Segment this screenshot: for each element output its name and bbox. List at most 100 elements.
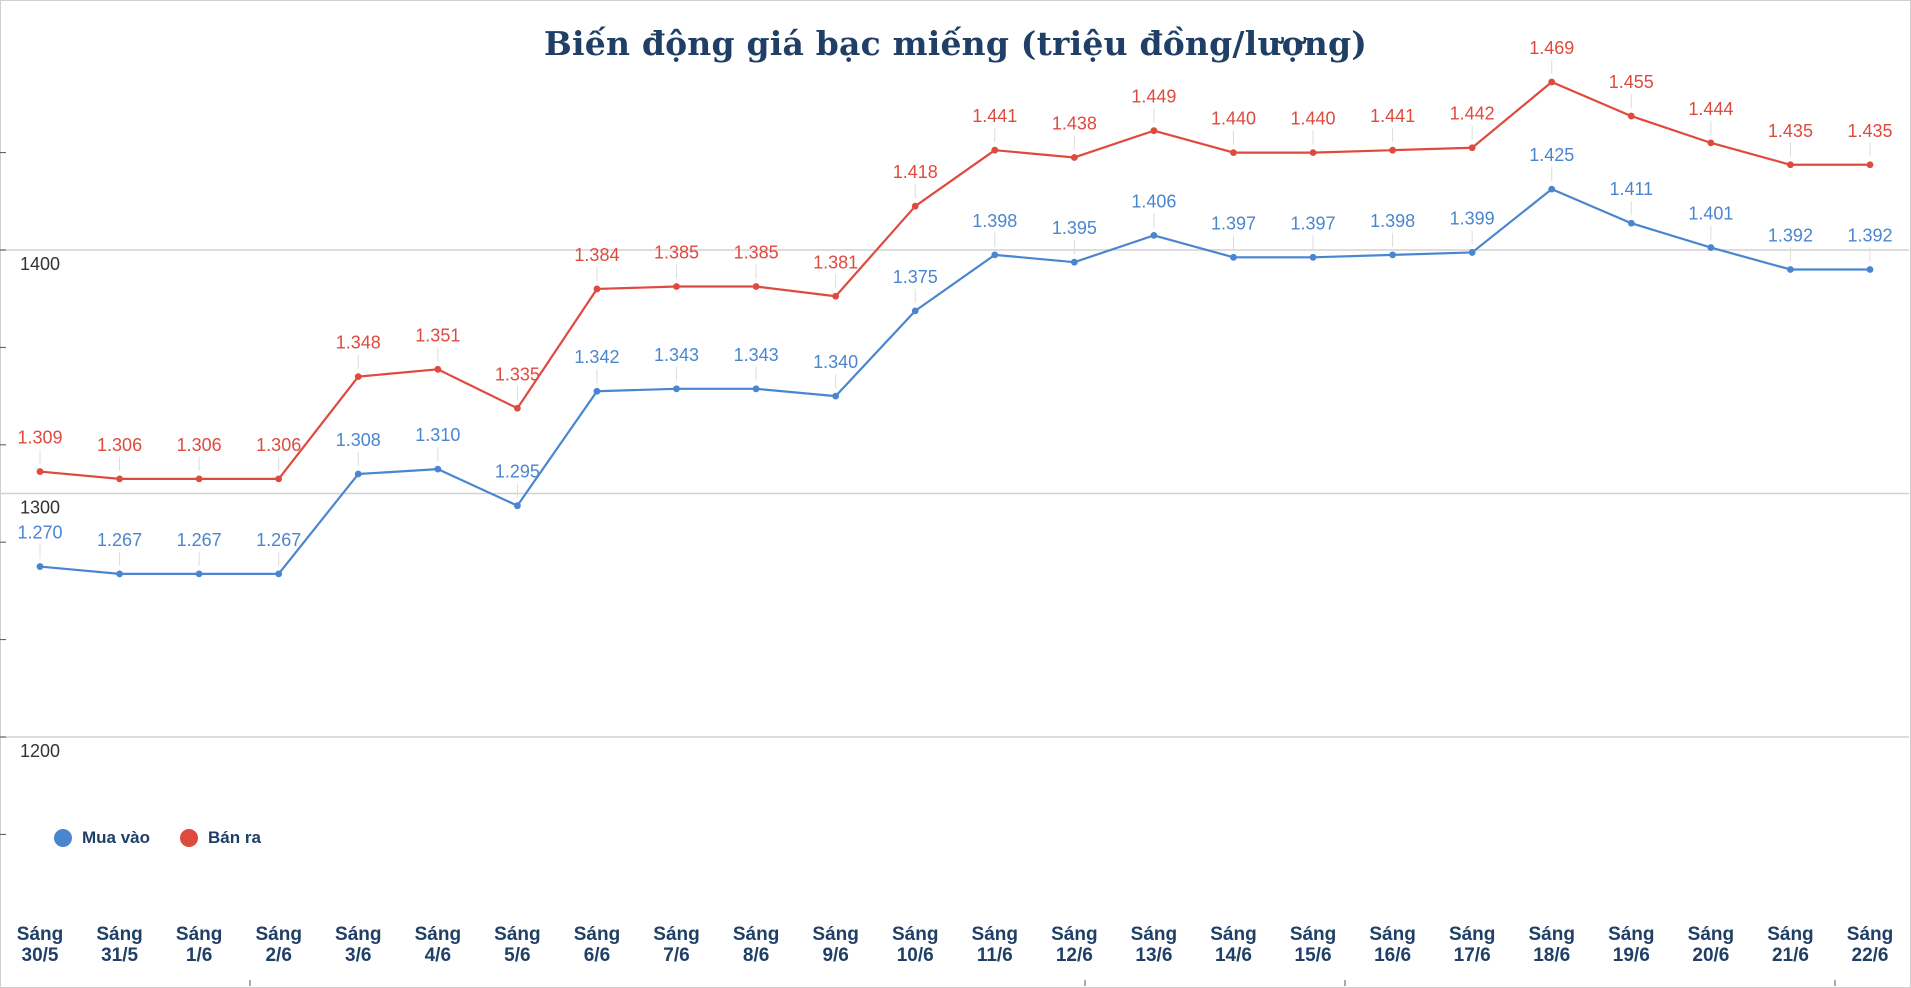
data-point-sell-20	[1627, 112, 1635, 120]
data-label-sell-7: 1.384	[574, 245, 619, 265]
data-point-buy-22	[1787, 266, 1794, 273]
data-label-buy-15: 1.397	[1211, 213, 1256, 233]
legend-buy-swatch	[54, 829, 72, 847]
data-point-sell-9	[752, 283, 760, 290]
x-tick-label-11: Sáng 10/6	[892, 924, 938, 966]
data-point-buy-5	[434, 465, 442, 473]
data-label-sell-5: 1.351	[415, 325, 460, 345]
data-point-buy-3	[275, 570, 283, 578]
x-tick-label-4: Sáng 3/6	[335, 924, 381, 966]
data-point-buy-1	[116, 570, 123, 578]
data-point-buy-12	[991, 251, 999, 259]
x-tick-label-21: Sáng 20/6	[1688, 924, 1734, 966]
data-point-sell-0	[36, 468, 44, 475]
data-label-sell-22: 1.435	[1768, 121, 1813, 141]
data-label-sell-21: 1.444	[1688, 99, 1733, 119]
data-point-sell-18	[1468, 144, 1476, 152]
x-tick-label-22: Sáng 21/6	[1767, 924, 1813, 966]
ytick-label-1200: 1200	[20, 741, 60, 761]
legend-sell-swatch	[180, 829, 199, 847]
x-tick-label-13: Sáng 12/6	[1051, 924, 1097, 966]
data-point-sell-10	[832, 292, 840, 300]
data-label-buy-13: 1.395	[1052, 218, 1097, 238]
data-point-sell-3	[275, 475, 283, 483]
data-point-buy-19	[1548, 185, 1556, 193]
data-point-sell-22	[1787, 161, 1794, 169]
x-tick-label-5: Sáng 4/6	[415, 924, 461, 966]
legend: Mua vào Bán ra	[54, 828, 261, 848]
data-point-buy-16	[1309, 253, 1317, 261]
data-point-buy-8	[673, 385, 680, 393]
data-label-sell-12: 1.441	[972, 106, 1017, 126]
data-point-buy-9	[752, 385, 760, 393]
data-label-sell-3: 1.306	[256, 435, 301, 455]
data-label-sell-2: 1.306	[177, 435, 222, 455]
data-point-sell-6	[513, 404, 521, 412]
data-label-buy-2: 1.267	[177, 530, 222, 550]
x-tick-label-8: Sáng 7/6	[653, 924, 699, 966]
data-point-sell-8	[673, 283, 680, 290]
x-tick-label-7: Sáng 6/6	[574, 924, 620, 966]
data-point-buy-0	[36, 563, 44, 570]
data-point-sell-1	[116, 475, 123, 483]
data-label-sell-1: 1.306	[97, 435, 142, 455]
data-label-buy-4: 1.308	[336, 430, 381, 450]
x-tick-label-6: Sáng 5/6	[494, 924, 540, 966]
data-label-buy-14: 1.406	[1131, 191, 1176, 211]
x-tick-label-1: Sáng 31/5	[96, 924, 142, 966]
data-point-buy-20	[1627, 219, 1635, 227]
ytick-label-1400: 1400	[20, 254, 60, 274]
data-label-sell-18: 1.442	[1450, 104, 1495, 124]
data-point-buy-17	[1389, 251, 1397, 259]
data-label-buy-22: 1.392	[1768, 225, 1813, 245]
x-tick-label-20: Sáng 19/6	[1608, 924, 1654, 966]
data-point-sell-13	[1070, 154, 1078, 161]
data-point-sell-14	[1150, 127, 1158, 135]
series-line-buy	[39, 188, 1870, 575]
x-tick-label-9: Sáng 8/6	[733, 924, 779, 966]
data-point-sell-15	[1230, 149, 1237, 157]
data-point-sell-19	[1548, 78, 1556, 86]
data-label-buy-0: 1.270	[17, 523, 62, 543]
data-point-buy-18	[1468, 249, 1476, 256]
x-tick-label-2: Sáng 1/6	[176, 924, 222, 966]
x-tick-label-23: Sáng 22/6	[1847, 924, 1893, 966]
data-label-buy-1: 1.267	[97, 530, 142, 550]
data-point-buy-7	[593, 387, 601, 395]
data-label-buy-23: 1.392	[1847, 225, 1892, 245]
data-label-buy-11: 1.375	[893, 267, 938, 287]
data-label-buy-20: 1.411	[1609, 179, 1653, 199]
legend-sell-label: Bán ra	[208, 828, 261, 847]
x-tick-label-15: Sáng 14/6	[1210, 924, 1256, 966]
data-point-sell-17	[1389, 146, 1397, 154]
data-label-buy-18: 1.399	[1450, 208, 1495, 228]
data-label-sell-8: 1.385	[654, 243, 699, 263]
data-point-buy-15	[1230, 253, 1237, 261]
data-point-buy-21	[1707, 244, 1715, 251]
data-label-buy-6: 1.295	[495, 462, 540, 482]
data-label-sell-11: 1.418	[893, 162, 938, 182]
data-point-sell-4	[354, 373, 362, 381]
data-label-sell-0: 1.309	[17, 428, 62, 448]
data-label-buy-10: 1.340	[813, 352, 858, 372]
data-point-sell-11	[911, 202, 919, 210]
data-label-sell-23: 1.435	[1847, 121, 1892, 141]
legend-buy-label: Mua vào	[82, 828, 151, 847]
x-tick-label-0: Sáng 30/5	[17, 924, 63, 966]
legend-item-buy: Mua vào	[54, 828, 150, 848]
legend-item-sell: Bán ra	[180, 828, 261, 848]
data-label-buy-17: 1.398	[1370, 211, 1415, 231]
data-point-buy-14	[1150, 231, 1158, 239]
x-tick-label-3: Sáng 2/6	[255, 924, 301, 966]
data-label-sell-14: 1.449	[1131, 87, 1176, 107]
x-tick-label-14: Sáng 13/6	[1131, 924, 1177, 966]
chart-title: Biến động giá bạc miếng (triệu đồng/lượn…	[543, 24, 1368, 63]
data-point-sell-2	[195, 475, 203, 483]
data-label-buy-7: 1.342	[574, 347, 619, 367]
data-point-sell-7	[593, 285, 601, 293]
data-label-sell-10: 1.381	[813, 252, 858, 272]
data-label-buy-16: 1.397	[1291, 213, 1336, 233]
x-tick-label-19: Sáng 18/6	[1529, 924, 1575, 966]
data-point-sell-5	[434, 365, 442, 373]
x-tick-label-16: Sáng 15/6	[1290, 924, 1336, 966]
